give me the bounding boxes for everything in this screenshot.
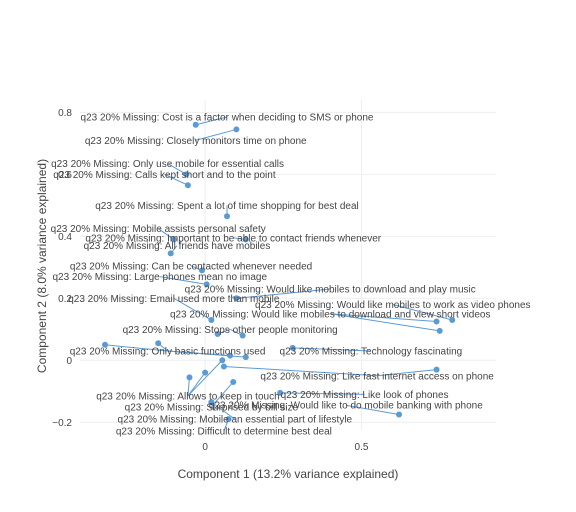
point-label: q23 20% Missing: Only basic functions us… bbox=[70, 346, 266, 357]
data-point bbox=[233, 126, 240, 133]
point-label: q23 20% Missing: Email used more than mo… bbox=[68, 294, 280, 305]
data-point bbox=[192, 121, 199, 128]
point-label: q23 20% Missing: All friends have mobile… bbox=[84, 241, 271, 252]
x-tick-label: 0 bbox=[202, 442, 208, 453]
y-tick-label: 0.2 bbox=[58, 294, 72, 305]
data-point bbox=[184, 182, 191, 189]
point-label: q23 20% Missing: Stops other people moni… bbox=[123, 325, 338, 336]
point-label: q23 20% Missing: Cost is a factor when d… bbox=[81, 113, 374, 124]
leader-line bbox=[195, 128, 237, 141]
y-tick-label: 0 bbox=[66, 356, 72, 367]
axis-ticks: −0.2 0 0.2 0.4 0.6 0.8 0 0.5 bbox=[52, 108, 369, 453]
point-label: q23 20% Missing: Technology fascinating bbox=[280, 346, 463, 357]
point-label: q23 20% Missing: Like look of phones bbox=[281, 390, 449, 401]
data-point bbox=[102, 341, 109, 348]
point-label: q23 20% Missing: Surprised by bill size bbox=[125, 402, 299, 413]
y-tick-label: 0.6 bbox=[58, 170, 72, 181]
data-point bbox=[239, 332, 246, 339]
leader-line bbox=[210, 381, 234, 408]
data-point bbox=[433, 366, 440, 373]
leader-line bbox=[330, 313, 437, 323]
point-label: q23 20% Missing: Allows to keep in touch bbox=[96, 391, 279, 402]
point-label: q23 20% Missing: Would like mobiles to w… bbox=[255, 300, 531, 311]
data-point bbox=[224, 213, 231, 220]
data-point bbox=[277, 389, 284, 396]
data-point bbox=[242, 354, 249, 361]
data-point bbox=[202, 369, 209, 376]
leader-line bbox=[157, 228, 175, 240]
leader-line bbox=[164, 173, 189, 186]
data-points bbox=[102, 121, 456, 423]
data-point bbox=[433, 318, 440, 325]
point-label: q23 20% Missing: Mobile an essential par… bbox=[118, 415, 353, 426]
data-point bbox=[208, 317, 215, 323]
point-label: q23 20% Missing: Difficult to determine … bbox=[116, 426, 332, 437]
point-label: q23 20% Missing: Would like mobiles to d… bbox=[185, 285, 476, 296]
point-label: q23 20% Missing: Would like to do mobile… bbox=[209, 401, 483, 412]
leader-lines bbox=[104, 116, 453, 432]
point-labels: q23 20% Missing: Cost is a factor when d… bbox=[51, 113, 531, 438]
data-point bbox=[219, 357, 226, 364]
data-point bbox=[449, 317, 456, 323]
leader-line bbox=[236, 288, 331, 299]
leader-line bbox=[195, 116, 228, 126]
data-point bbox=[396, 411, 403, 418]
data-point bbox=[167, 250, 174, 257]
point-label: q23 20% Missing: Like fast internet acce… bbox=[260, 371, 494, 382]
y-tick-label: −0.2 bbox=[52, 418, 72, 429]
data-point bbox=[233, 295, 240, 302]
leader-line bbox=[187, 359, 223, 397]
data-point bbox=[214, 330, 221, 337]
leader-line bbox=[223, 365, 378, 377]
data-point bbox=[227, 352, 234, 359]
leader-line bbox=[167, 163, 187, 175]
data-point bbox=[230, 378, 237, 385]
data-point bbox=[183, 171, 190, 178]
leader-line bbox=[345, 404, 400, 415]
leader-line bbox=[280, 392, 365, 395]
point-label: q23 20% Missing: Calls kept short and to… bbox=[53, 170, 276, 181]
point-label: q23 20% Missing: Only use mobile for ess… bbox=[51, 159, 284, 170]
point-label: q23 20% Missing: Spent a lot of time sho… bbox=[95, 201, 359, 212]
grid-lines bbox=[80, 100, 496, 430]
leader-line bbox=[211, 401, 236, 420]
y-tick-label: 0.8 bbox=[58, 108, 72, 119]
y-tick-label: 0.4 bbox=[58, 232, 72, 243]
leader-line bbox=[159, 276, 207, 285]
data-point bbox=[186, 374, 193, 381]
leader-line bbox=[377, 369, 437, 377]
leader-line bbox=[330, 313, 440, 332]
point-label: q23 20% Missing: Mobile assists personal… bbox=[51, 224, 266, 235]
data-point bbox=[436, 327, 443, 334]
data-point bbox=[198, 267, 205, 274]
point-label: q23 20% Missing: Can be contacted whenev… bbox=[70, 261, 312, 272]
x-tick-label: 0.5 bbox=[355, 442, 369, 453]
leader-line bbox=[187, 372, 206, 397]
leader-line bbox=[173, 297, 212, 321]
point-label: q23 20% Missing: Closely monitors time o… bbox=[85, 136, 307, 147]
data-point bbox=[203, 281, 210, 288]
data-point bbox=[225, 416, 232, 423]
data-point bbox=[170, 236, 177, 243]
data-point bbox=[155, 340, 162, 347]
leader-line bbox=[392, 304, 453, 321]
leader-line bbox=[104, 344, 168, 352]
data-point bbox=[242, 236, 249, 243]
data-point bbox=[220, 363, 227, 370]
x-axis-title: Component 1 (13.2% variance explained) bbox=[178, 467, 399, 481]
point-label: q23 20% Missing: Important to be able to… bbox=[85, 233, 381, 244]
leader-line bbox=[187, 377, 190, 396]
point-label: q23 20% Missing: Large phones mean no im… bbox=[52, 272, 267, 283]
leader-line bbox=[292, 347, 371, 352]
y-axis-title: Component 2 (8.0% variance explained) bbox=[35, 159, 49, 373]
data-point bbox=[289, 344, 296, 351]
data-point bbox=[208, 399, 215, 406]
point-label: q23 20% Missing: Would like mobiles to d… bbox=[170, 309, 491, 320]
